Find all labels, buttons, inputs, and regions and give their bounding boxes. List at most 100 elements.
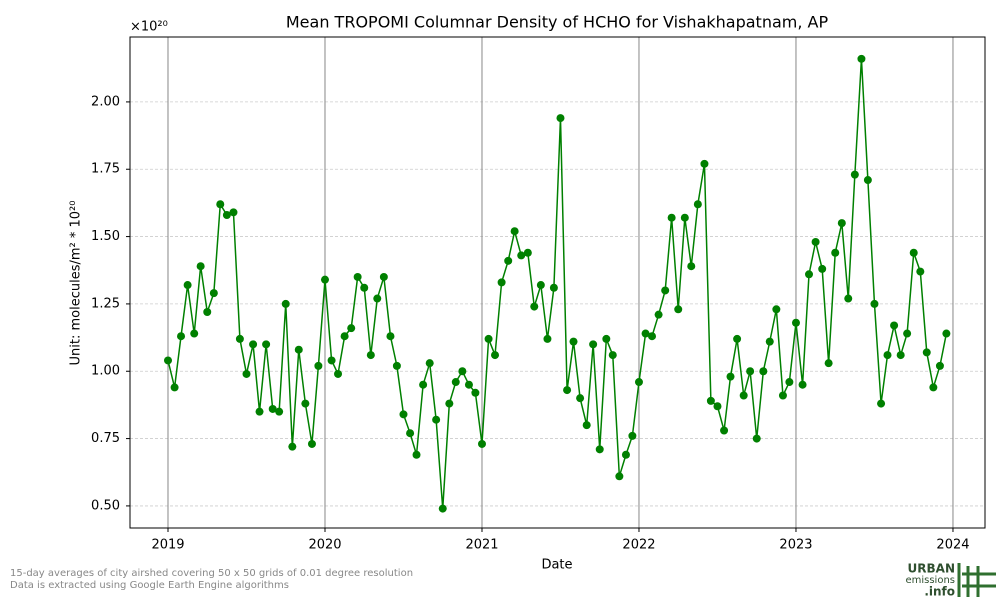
data-point <box>163 356 172 365</box>
footnote: Data is extracted using Google Earth Eng… <box>10 580 289 591</box>
chart-title: Mean TROPOMI Columnar Density of HCHO fo… <box>286 13 829 32</box>
data-point <box>523 248 532 257</box>
y-offset-label: ×10²⁰ <box>130 20 168 35</box>
y-axis-label: Unit: molecules/m² * 10²⁰ <box>69 201 84 366</box>
y-tick-label: 0.75 <box>91 431 120 446</box>
data-point <box>209 289 218 298</box>
footnote: 15-day averages of city airshed covering… <box>10 568 413 579</box>
x-tick-label: 2023 <box>779 538 812 553</box>
data-point <box>543 334 552 343</box>
data-point <box>582 421 591 430</box>
data-point <box>791 318 800 327</box>
data-point <box>484 334 493 343</box>
data-point <box>432 415 441 424</box>
data-point <box>314 361 323 370</box>
logo-text: emissions <box>905 575 955 586</box>
data-point <box>569 337 578 346</box>
data-point <box>903 329 912 338</box>
data-point <box>765 337 774 346</box>
data-point <box>419 380 428 389</box>
data-point <box>837 219 846 228</box>
data-point <box>190 329 199 338</box>
data-point <box>307 439 316 448</box>
data-point <box>477 439 486 448</box>
logo-mark <box>957 563 996 597</box>
data-point <box>733 334 742 343</box>
logo-text: .info <box>924 585 955 599</box>
x-tick-label: 2020 <box>308 538 341 553</box>
data-point <box>824 359 833 368</box>
data-point <box>922 348 931 357</box>
data-point <box>491 351 500 360</box>
data-point <box>288 442 297 451</box>
data-point <box>425 359 434 368</box>
data-point <box>320 275 329 284</box>
data-point <box>713 402 722 411</box>
data-point <box>406 429 415 438</box>
data-point <box>785 378 794 387</box>
data-point <box>654 310 663 319</box>
data-point <box>850 170 859 179</box>
data-point <box>242 369 251 378</box>
x-tick-label: 2024 <box>936 538 969 553</box>
data-point <box>831 248 840 257</box>
data-point <box>281 299 290 308</box>
data-point <box>935 361 944 370</box>
x-axis-label: Date <box>541 558 572 573</box>
data-point <box>556 114 565 123</box>
data-point <box>576 394 585 403</box>
data-point <box>641 329 650 338</box>
data-point <box>877 399 886 408</box>
data-point <box>445 399 454 408</box>
data-point <box>883 351 892 360</box>
data-point <box>674 305 683 314</box>
data-point <box>661 286 670 295</box>
data-point <box>373 294 382 303</box>
data-point <box>706 396 715 405</box>
data-point <box>563 386 572 395</box>
data-point <box>235 334 244 343</box>
data-point <box>798 380 807 389</box>
data-point <box>739 391 748 400</box>
data-point <box>183 281 192 290</box>
data-point <box>249 340 258 349</box>
plot-frame <box>129 36 986 529</box>
data-point <box>229 208 238 217</box>
data-point <box>929 383 938 392</box>
data-point <box>746 367 755 376</box>
data-point <box>693 200 702 209</box>
logo-text: URBAN <box>908 562 955 576</box>
data-point <box>471 388 480 397</box>
data-point <box>608 351 617 360</box>
data-point <box>497 278 506 287</box>
data-point <box>262 340 271 349</box>
data-point <box>687 262 696 271</box>
data-point <box>347 324 356 333</box>
data-point <box>549 283 558 292</box>
data-point <box>720 426 729 435</box>
data-point <box>203 307 212 316</box>
data-point <box>726 372 735 381</box>
data-point <box>458 367 467 376</box>
data-point <box>942 329 951 338</box>
y-tick-label: 2.00 <box>91 94 120 109</box>
x-tick-label: 2019 <box>151 538 184 553</box>
data-point <box>275 407 284 416</box>
data-point <box>863 176 872 185</box>
data-point <box>170 383 179 392</box>
data-point <box>778 391 787 400</box>
data-point <box>216 200 225 209</box>
data-point <box>648 332 657 341</box>
data-point <box>301 399 310 408</box>
data-point <box>334 369 343 378</box>
y-tick-label: 1.25 <box>91 296 120 311</box>
y-tick-label: 1.75 <box>91 162 120 177</box>
data-point <box>818 264 827 273</box>
data-point <box>595 445 604 454</box>
data-point <box>360 283 369 292</box>
data-line <box>167 58 948 509</box>
data-point <box>916 267 925 276</box>
data-point <box>392 361 401 370</box>
